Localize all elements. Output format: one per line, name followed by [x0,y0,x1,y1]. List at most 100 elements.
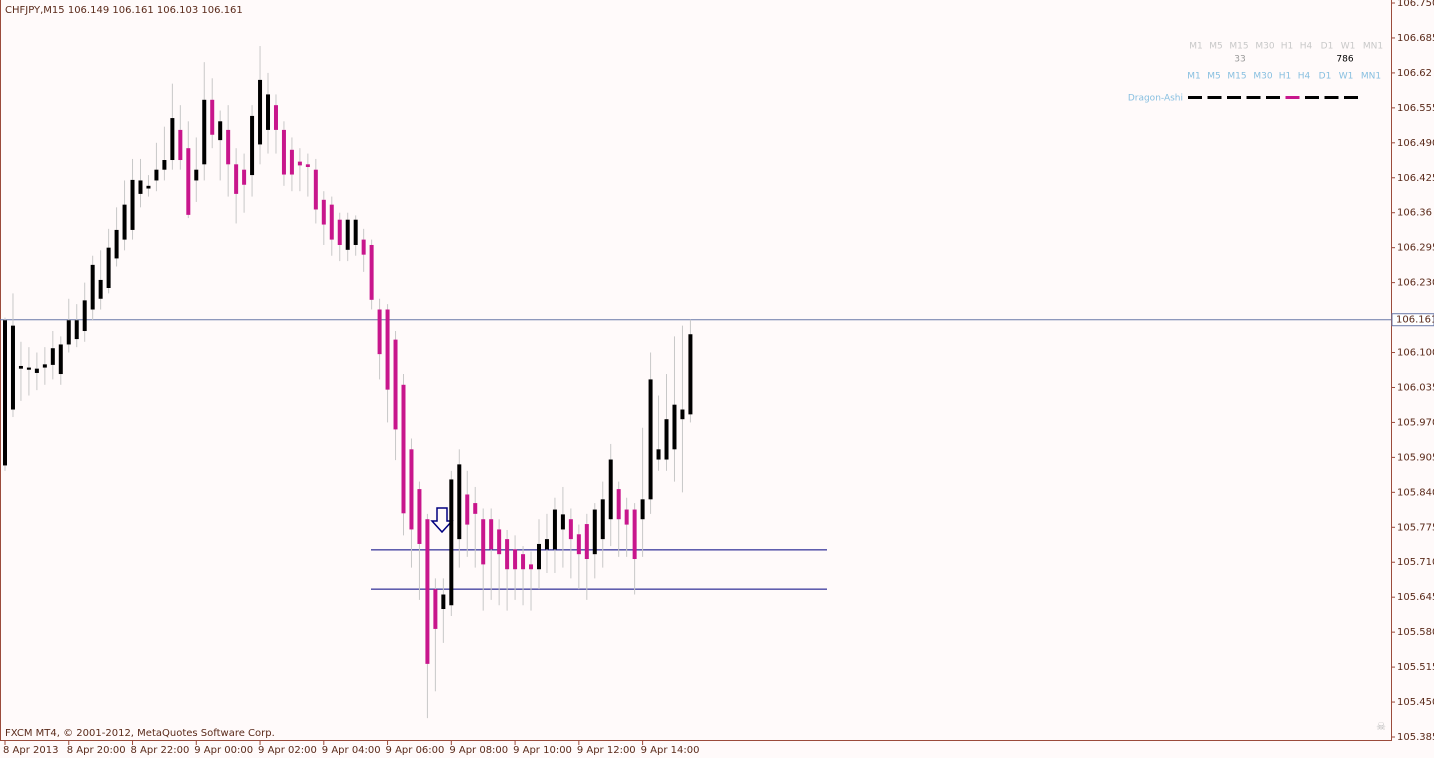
timeframe-label: H1 [1281,42,1294,52]
x-tick-label: 9 Apr 12:00 [577,745,636,756]
timeframe-label: H4 [1300,42,1313,52]
candle-body [417,489,422,544]
candle-body [608,459,613,520]
timeframe-label: M5 [1207,72,1221,82]
candle-body [210,99,215,135]
candle-body [114,229,119,259]
signal-arrow [430,507,454,534]
candle-body [146,185,151,189]
candle-body [353,219,358,245]
candle-body [273,105,278,130]
timeframe-label: M1 [1187,72,1201,82]
candle-body [10,325,15,410]
timeframe-label: M15 [1227,72,1246,82]
candle-body [178,129,183,161]
candle-body [305,164,310,168]
candle-body [600,499,605,540]
y-tick-label: 106.62 [1397,68,1432,79]
y-tick-label: 105.710 [1397,557,1434,568]
candle-body [433,589,438,629]
candle-body [521,554,526,570]
timeframe-label: D1 [1319,72,1332,82]
indicator-name: Dragon-Ashi [1128,94,1183,104]
x-tick-label: 9 Apr 14:00 [641,745,700,756]
candle-body [616,489,621,520]
timeframe-label: W1 [1341,42,1356,52]
y-tick-label: 106.295 [1397,243,1434,254]
candle-body [226,129,231,165]
candle-body [497,529,502,555]
candle-body [106,247,111,288]
timeframe-label: D1 [1321,42,1334,52]
candle-body [321,199,326,225]
timeframe-label: W1 [1339,72,1354,82]
candle-body [266,94,271,130]
candle-body [505,539,510,570]
candle-body [218,121,223,141]
candle-body [624,509,629,525]
candle-body [385,309,390,390]
candle-body [186,148,191,215]
timeframe-label: M1 [1189,42,1203,52]
candle-body [154,169,159,181]
candle-body [194,169,199,181]
candle-body [552,509,557,550]
candle-body [568,519,573,540]
y-tick-label: 106.230 [1397,278,1434,289]
candle-body [98,279,103,299]
candle-body [337,219,342,245]
candle-body [66,320,71,345]
candle-body [138,180,143,194]
candle-body [584,524,589,560]
candle-body [513,549,518,570]
candle-body [425,519,430,664]
y-tick-label: 105.580 [1397,627,1434,638]
y-tick-label: 106.555 [1397,103,1434,114]
candle-body [441,594,446,610]
candle-body [234,164,239,194]
timeframe-label: M15 [1229,42,1248,52]
candle-body [560,514,565,530]
y-tick-label: 105.645 [1397,592,1434,603]
candle-body [297,161,302,166]
timeframe-label: MN1 [1361,72,1381,82]
candle-body [250,115,255,176]
candle-body [481,519,486,565]
candle-body [242,169,247,185]
y-tick-label: 106.490 [1397,138,1434,149]
candle-body [329,204,334,240]
timeframe-count: 786 [1336,55,1353,65]
candle-body [409,449,414,530]
candle-body [473,503,478,514]
x-tick-label: 9 Apr 04:00 [322,745,381,756]
y-tick-label: 106.36 [1397,208,1432,219]
y-tick-label: 105.385 [1397,732,1434,743]
y-tick-label: 106.100 [1397,348,1434,359]
candle-body [130,179,135,230]
x-tick-label: 8 Apr 20:00 [67,745,126,756]
candle-body [3,320,7,466]
candle-body [34,368,39,373]
y-tick-label: 106.035 [1397,382,1434,393]
candle-body [465,494,470,525]
y-tick-label: 105.840 [1397,487,1434,498]
candle-body [648,379,653,500]
candle-body [544,539,549,550]
timeframe-label: M5 [1209,42,1223,52]
last-price-label: 106.161 [1396,315,1434,326]
chart-title: CHFJPY,M15 106.149 106.161 106.103 106.1… [5,5,243,16]
timeframe-label: M30 [1255,42,1274,52]
timeframe-label: H1 [1279,72,1292,82]
y-tick-label: 105.450 [1397,697,1434,708]
candle-body [632,509,637,560]
candle-body [393,339,398,430]
candle-body [457,464,462,540]
candle-body [162,160,167,170]
candle-body [202,99,207,165]
candle-body [122,204,127,240]
y-tick-label: 105.905 [1397,452,1434,463]
candle-body [369,244,374,300]
candle-body [50,348,55,365]
